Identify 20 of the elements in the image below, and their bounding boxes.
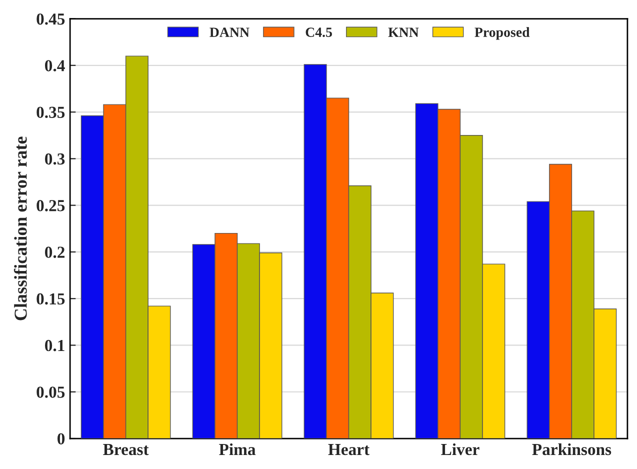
y-tick-label: 0.1 xyxy=(45,340,64,352)
x-tick-label: Pima xyxy=(219,443,256,456)
y-tick-label: 0.25 xyxy=(36,200,65,212)
x-tick-label: Liver xyxy=(441,443,480,456)
y-tick-label: 0.2 xyxy=(45,246,64,258)
y-tick-label: 0.4 xyxy=(45,60,65,72)
legend-label: DANN xyxy=(210,28,250,37)
y-tick-label: 0.35 xyxy=(36,106,65,118)
y-tick-label: 0.15 xyxy=(36,293,65,305)
legend-label: KNN xyxy=(388,28,419,37)
x-tick-label: Heart xyxy=(328,444,370,456)
y-tick-label: 0 xyxy=(58,433,65,444)
legend-label: C4.5 xyxy=(306,28,332,38)
x-tick-label: Parkinsons xyxy=(532,443,612,456)
y-tick-label: 0.05 xyxy=(36,386,65,398)
y-tick-label: 0.45 xyxy=(36,13,65,25)
y-tick-label: 0.3 xyxy=(45,153,65,165)
x-tick-label: Breast xyxy=(103,444,149,456)
legend-label: Proposed xyxy=(474,27,530,40)
y-axis-title: Classification error rate xyxy=(14,136,27,320)
